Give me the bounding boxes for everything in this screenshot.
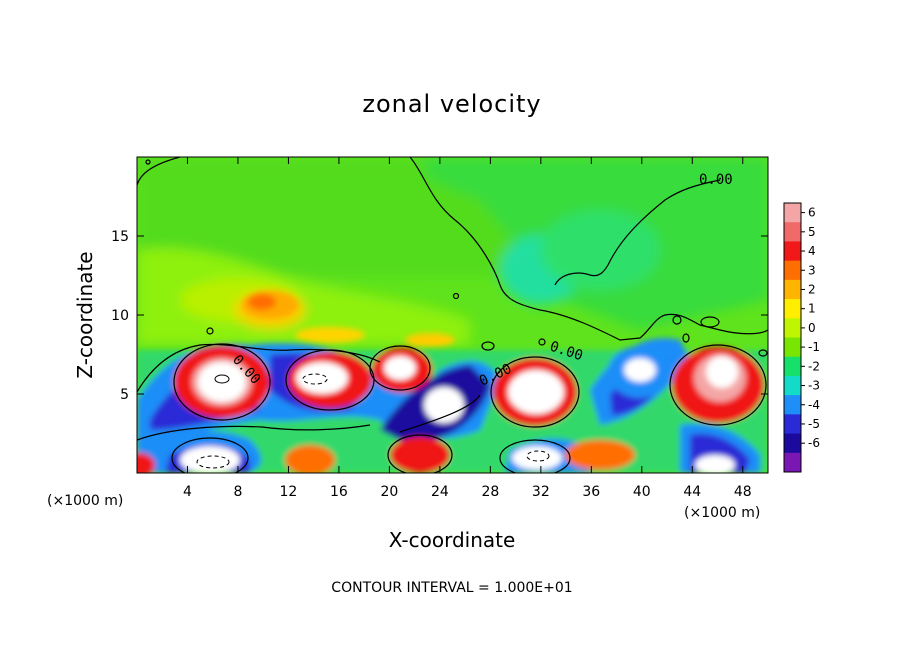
y-axis-label: Z-coordinate [73, 251, 97, 378]
colorbar-swatch [784, 452, 801, 473]
y-tick-label: 15 [111, 229, 129, 245]
x-tick-label: 4 [183, 484, 192, 500]
colorbar-swatch [784, 414, 801, 435]
colorbar: 6 5 4 3 2 1 0 -1 -2 -3 -4 -5 -6 [783, 202, 820, 473]
x-unit-label-left: (×1000 m) [47, 493, 123, 509]
zero-contours [137, 157, 768, 473]
colorbar-tick-label: 0 [808, 321, 816, 335]
colorbar-swatch [784, 395, 801, 415]
x-axis: 4 8 12 16 20 24 28 32 36 40 44 48 [183, 157, 752, 500]
x-tick-label: 8 [233, 484, 242, 500]
y-axis: 5 10 15 [111, 229, 768, 403]
x-tick-label: 48 [734, 484, 752, 500]
colorbar-tick-label: 3 [808, 263, 816, 277]
colorbar-tick-label: -6 [808, 436, 820, 450]
y-tick-label: 10 [111, 308, 129, 324]
colorbar-swatch [784, 356, 801, 377]
contour-label: 0.00 [699, 172, 733, 188]
y-tick-label: 5 [120, 387, 129, 403]
colorbar-swatch [784, 375, 801, 396]
colorbar-tick-label: 2 [808, 282, 816, 296]
upper-field-shading [137, 157, 768, 345]
negative-contours [196, 373, 550, 469]
colorbar-tick-label: 6 [808, 206, 816, 220]
x-tick-label: 24 [431, 484, 449, 500]
chart-title: zonal velocity [362, 90, 541, 118]
colorbar-swatch [784, 260, 801, 281]
colorbar-tick-label: 5 [808, 225, 816, 239]
x-axis-label: X-coordinate [389, 528, 516, 552]
x-tick-label: 44 [683, 484, 701, 500]
colorbar-tick-label: -3 [808, 379, 820, 393]
colorbar-tick-label: -1 [808, 340, 820, 354]
lower-layer [137, 338, 768, 473]
colorbar-tick-label: -5 [808, 417, 820, 431]
colorbar-swatch [784, 279, 801, 300]
colorbar-swatch [784, 203, 801, 223]
x-tick-label: 20 [380, 484, 398, 500]
contour-interval-note: CONTOUR INTERVAL = 1.000E+01 [331, 580, 572, 596]
colorbar-swatch [784, 337, 801, 358]
x-tick-label: 28 [481, 484, 499, 500]
x-unit-label-right: (×1000 m) [684, 505, 760, 521]
colorbar-swatch [784, 241, 801, 262]
colorbar-tick-label: 4 [808, 244, 816, 258]
x-tick-label: 40 [633, 484, 651, 500]
colorbar-tick-label: 1 [808, 302, 816, 316]
positive-contours [214, 374, 230, 384]
x-tick-label: 32 [532, 484, 550, 500]
x-tick-label: 36 [582, 484, 600, 500]
colorbar-tick-label: -4 [808, 398, 820, 412]
colorbar-swatch [784, 318, 801, 338]
colorbar-swatch [784, 299, 801, 319]
colorbar-swatch [784, 433, 801, 454]
x-tick-label: 12 [280, 484, 298, 500]
colorbar-swatch [784, 222, 801, 242]
warm-tongue [242, 291, 455, 347]
colorbar-tick-label: -2 [808, 359, 820, 373]
x-tick-label: 16 [330, 484, 348, 500]
colorbar-frame [783, 202, 802, 473]
plot-area [137, 157, 768, 473]
